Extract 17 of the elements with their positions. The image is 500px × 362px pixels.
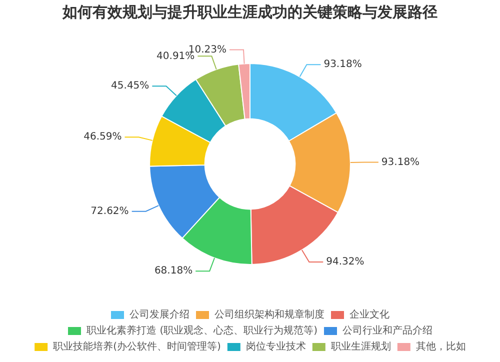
legend-label: 其他，比如 [416,340,466,353]
data-label: 93.18% [381,156,420,168]
legend-label: 职业化素养打造 (职业观念、心态、职业行为规范等) [86,324,318,337]
legend-label: 公司发展介绍 [130,308,190,321]
data-label: 72.62% [90,206,129,217]
data-label: 45.45% [111,80,150,92]
data-label: 68.18% [154,266,193,277]
legend-label: 职业生涯规划 [330,340,391,353]
chart-title: 如何有效规划与提升职业生涯成功的关键策略与发展路径 [62,2,438,21]
legend-label: 岗位专业技术 [246,340,306,353]
data-label: 94.32% [326,256,364,268]
legend-label: 公司组织架构和规章制度 [214,308,324,321]
data-label: 46.59% [84,132,122,143]
legend-label: 职业技能培养(办公软件、时间管理等) [53,340,221,353]
legend-label: 公司行业和产品介绍 [342,324,432,337]
legend-label: 企业文化 [350,308,390,321]
data-label: 93.18% [324,59,362,70]
